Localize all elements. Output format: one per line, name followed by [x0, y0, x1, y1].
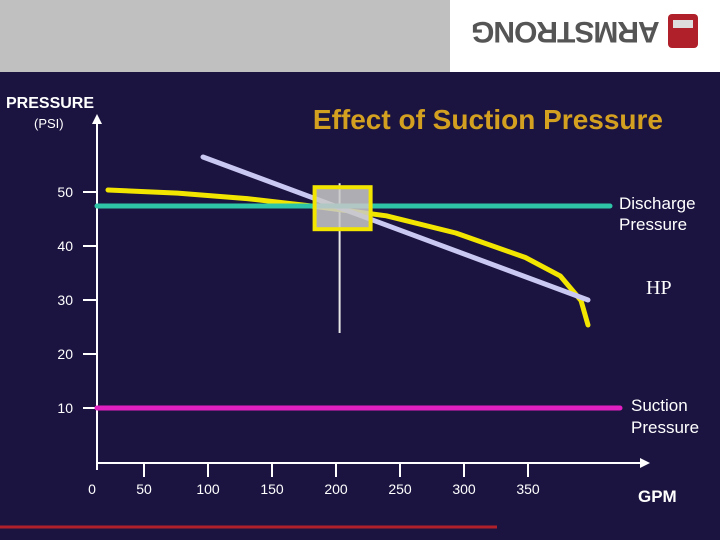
y-tick-label-10: 10: [57, 400, 73, 416]
series-line-hp: [200, 154, 591, 303]
series-label-hp: HP: [646, 277, 672, 299]
x-axis-label: GPM: [638, 487, 677, 506]
y-tick-label-40: 40: [57, 238, 73, 254]
logo: ARMSTRONG: [450, 0, 720, 72]
y-tick-label-20: 20: [57, 346, 73, 362]
series-label-suction-line2: Pressure: [631, 418, 699, 437]
x-tick-label-150: 150: [260, 481, 284, 497]
series-label-suction-line1: Suction: [631, 396, 688, 415]
y-axis-label: PRESSURE: [6, 95, 94, 112]
y-axis-unit: (PSI): [34, 116, 64, 131]
series-line-pump-curve: [105, 187, 591, 328]
y-tick-label-50: 50: [57, 184, 73, 200]
x-tick-label-250: 250: [388, 481, 412, 497]
logo-badge-icon: [668, 14, 698, 48]
x-tick-label-0: 0: [88, 481, 96, 497]
series-label-discharge-line1: Discharge: [619, 194, 696, 213]
x-tick-label-300: 300: [452, 481, 476, 497]
series-label-discharge-line2: Pressure: [619, 215, 687, 234]
operating-point-marker: [312, 185, 373, 232]
x-tick-label-100: 100: [196, 481, 220, 497]
chart-title: Effect of Suction Pressure: [313, 104, 663, 135]
x-tick-label-350: 350: [516, 481, 540, 497]
y-axis-arrow-icon: [92, 114, 102, 124]
x-axis-arrow-icon: [640, 458, 650, 468]
x-tick-label-200: 200: [324, 481, 348, 497]
y-tick-label-30: 30: [57, 292, 73, 308]
x-tick-label-50: 50: [136, 481, 152, 497]
